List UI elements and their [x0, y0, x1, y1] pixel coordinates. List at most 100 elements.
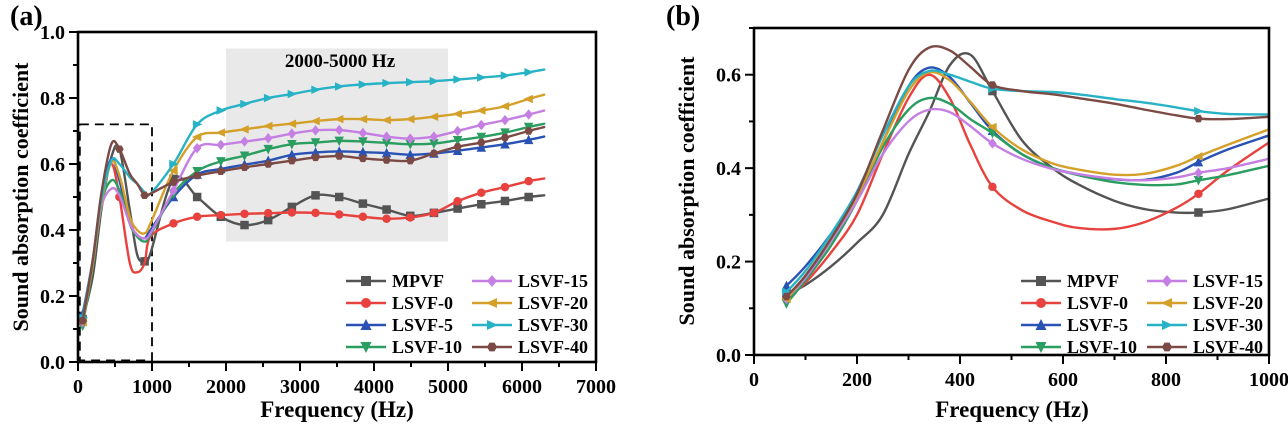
triangle-left-marker-icon — [333, 114, 344, 124]
legend-sample-LSVF-0 — [1021, 298, 1061, 308]
legend-sample-LSVF-10 — [346, 342, 386, 353]
triangle-right-marker-icon — [358, 80, 369, 89]
series-markers-LSVF-15 — [78, 109, 533, 328]
legend-item-LSVF-0[interactable]: LSVF-0 — [1020, 292, 1142, 314]
triangle-up-marker-icon — [1193, 156, 1204, 167]
legend-sample-LSVF-10 — [1021, 342, 1061, 353]
square-marker-icon — [1194, 208, 1203, 217]
legend-label-LSVF-20: LSVF-20 — [1193, 293, 1264, 313]
triangle-right-marker-icon — [263, 93, 274, 103]
legend-item-LSVF-15[interactable]: LSVF-15 — [471, 270, 588, 292]
triangle-right-marker-icon — [311, 85, 321, 94]
circle-marker-icon — [169, 219, 178, 228]
triangle-right-marker-icon — [477, 73, 487, 82]
y-tick-labels: 0.0 0.2 0.4 0.6 0.8 1.0 — [40, 22, 65, 374]
legend-label-LSVF-0: LSVF-0 — [1067, 293, 1129, 313]
circle-marker-icon — [500, 182, 510, 192]
x-tick-label: 1000 — [1249, 369, 1288, 391]
hexagon-marker-icon — [382, 156, 391, 164]
hexagon-marker-icon — [429, 149, 439, 158]
legend-sample-LSVF-30 — [1147, 320, 1187, 330]
circle-marker-icon — [988, 182, 997, 192]
diamond-marker-icon — [240, 136, 249, 147]
hexagon-marker-icon — [140, 191, 149, 200]
triangle-up-marker-icon — [405, 149, 416, 160]
square-marker-icon — [524, 192, 533, 202]
y-tick-label: 0.6 — [716, 65, 741, 87]
triangle-right-marker-icon — [406, 77, 416, 87]
triangle-left-marker-icon — [987, 122, 997, 132]
triangle-up-marker-icon — [381, 147, 392, 158]
legend-sample-LSVF-5 — [1021, 319, 1061, 330]
axis-ticks — [745, 27, 1270, 364]
legend-item-LSVF-40[interactable]: LSVF-40 — [471, 336, 588, 358]
legend-item-LSVF-30[interactable]: LSVF-30 — [1146, 314, 1263, 336]
legend-item-LSVF-40[interactable]: LSVF-40 — [1146, 336, 1263, 358]
legend-sample-LSVF-40 — [472, 342, 512, 352]
triangle-right-marker-icon — [287, 89, 298, 99]
hexagon-marker-icon — [500, 133, 510, 142]
series-group — [78, 68, 546, 331]
legend-sample-LSVF-40 — [1147, 342, 1187, 352]
circle-marker-icon — [1194, 189, 1203, 199]
x-tick-labels: 0 1000 2000 3000 4000 5000 6000 7000 — [73, 376, 616, 398]
triangle-down-marker-icon — [1193, 176, 1204, 186]
diamond-marker-icon — [192, 142, 202, 154]
circle-marker-icon — [429, 208, 439, 218]
diamond-marker-icon — [382, 131, 391, 142]
legend-item-LSVF-5[interactable]: LSVF-5 — [345, 314, 467, 336]
x-tick-label: 5000 — [428, 376, 468, 398]
triangle-left-marker-icon — [486, 298, 497, 308]
triangle-right-marker-icon — [382, 78, 392, 88]
triangle-right-marker-icon — [429, 76, 440, 86]
legend-item-LSVF-20[interactable]: LSVF-20 — [1146, 292, 1263, 314]
panel-b-label: (b) — [666, 1, 701, 32]
legend-item-LSVF-20[interactable]: LSVF-20 — [471, 292, 588, 314]
legend-label-LSVF-40: LSVF-40 — [518, 337, 589, 357]
triangle-down-marker-icon — [1035, 342, 1047, 353]
triangle-down-marker-icon — [452, 135, 463, 146]
legend-item-LSVF-10[interactable]: LSVF-10 — [345, 336, 467, 358]
circle-marker-icon — [382, 214, 391, 224]
square-marker-icon — [311, 191, 320, 200]
triangle-up-marker-icon — [500, 138, 510, 149]
triangle-down-marker-icon — [216, 157, 226, 167]
diamond-marker-icon — [169, 185, 178, 196]
y-tick-label: 0.2 — [716, 252, 741, 274]
circle-marker-icon — [1036, 298, 1046, 308]
triangle-left-marker-icon — [499, 102, 510, 111]
hexagon-marker-icon — [477, 138, 486, 147]
hexagon-marker-icon — [263, 160, 273, 168]
hexagon-marker-icon — [192, 171, 202, 180]
legend-item-LSVF-5[interactable]: LSVF-5 — [1020, 314, 1142, 336]
triangle-left-marker-icon — [215, 128, 226, 137]
legend-label-LSVF-10: LSVF-10 — [392, 337, 463, 357]
circle-marker-icon — [216, 210, 226, 220]
legend-item-LSVF-15[interactable]: LSVF-15 — [1146, 270, 1263, 292]
legend-item-LSVF-10[interactable]: LSVF-10 — [1020, 336, 1142, 358]
legend-item-MPVF[interactable]: MPVF — [345, 270, 467, 292]
x-tick-label: 2000 — [206, 376, 246, 398]
triangle-left-marker-icon — [523, 94, 533, 104]
circle-marker-icon — [311, 208, 320, 218]
x-tick-label: 4000 — [354, 376, 394, 398]
triangle-down-marker-icon — [500, 128, 510, 138]
panel-a-legend: MPVF LSVF-15 LSVF-0 LSVF-20 LSVF-5 LSVF-30 LSV… — [345, 270, 588, 358]
square-marker-icon — [477, 200, 486, 209]
triangle-up-marker-icon — [1035, 319, 1047, 330]
y-tick-label: 0.0 — [40, 352, 65, 374]
x-tick-label: 800 — [1151, 369, 1181, 391]
circle-marker-icon — [477, 188, 486, 197]
diamond-marker-icon — [334, 124, 344, 136]
panel-a-y-axis-title: Sound absorption coefficient — [8, 62, 33, 332]
legend-label-LSVF-30: LSVF-30 — [518, 315, 589, 335]
triangle-right-marker-icon — [524, 68, 534, 77]
triangle-right-marker-icon — [500, 71, 511, 80]
legend-item-MPVF[interactable]: MPVF — [1020, 270, 1142, 292]
legend-item-LSVF-30[interactable]: LSVF-30 — [471, 314, 588, 336]
triangle-left-marker-icon — [405, 114, 415, 124]
triangle-left-marker-icon — [239, 125, 249, 134]
legend-item-LSVF-0[interactable]: LSVF-0 — [345, 292, 467, 314]
triangle-left-marker-icon — [357, 114, 368, 124]
